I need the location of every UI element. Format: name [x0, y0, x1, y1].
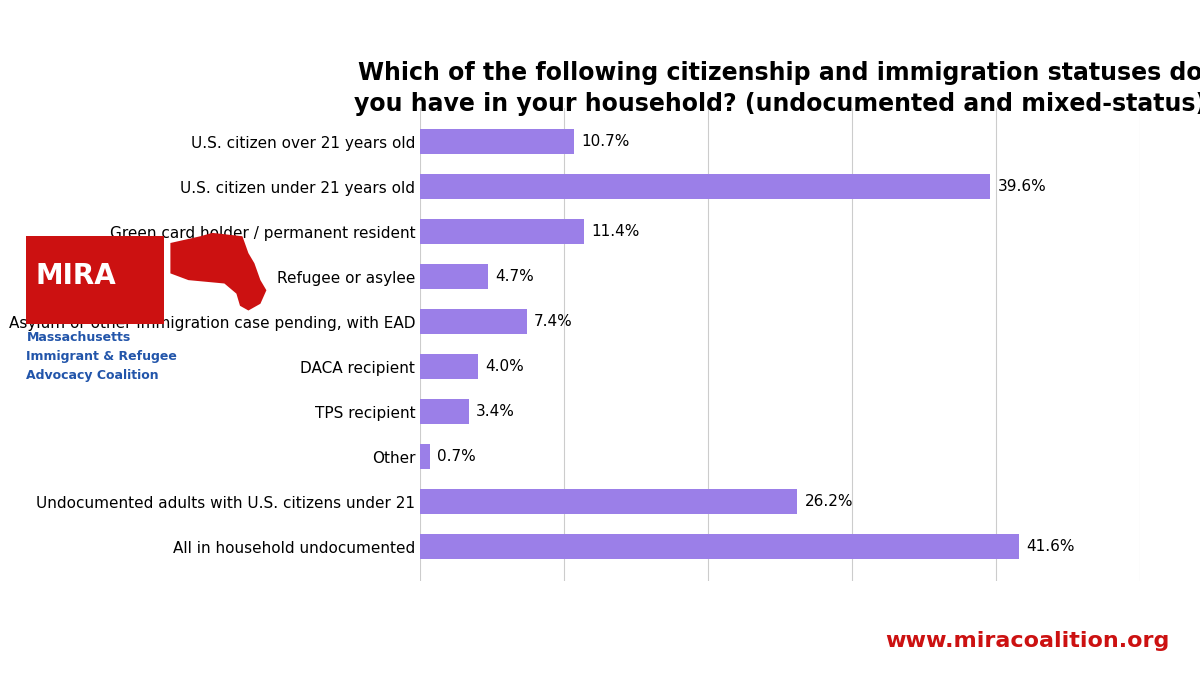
Text: Which of the following citizenship and immigration statuses do
you have in your : Which of the following citizenship and i…: [354, 61, 1200, 116]
Text: 7.4%: 7.4%: [534, 315, 572, 329]
Text: 10.7%: 10.7%: [581, 134, 630, 149]
Text: 4.7%: 4.7%: [494, 269, 534, 284]
Text: Massachusetts
Immigrant & Refugee
Advocacy Coalition: Massachusetts Immigrant & Refugee Advoca…: [26, 331, 178, 382]
Text: www.miracoalition.org: www.miracoalition.org: [886, 631, 1170, 651]
Bar: [420, 489, 797, 514]
Bar: [420, 130, 574, 154]
Polygon shape: [170, 233, 266, 310]
Text: 39.6%: 39.6%: [997, 180, 1046, 194]
Text: 4.0%: 4.0%: [485, 359, 523, 374]
Text: MIRA: MIRA: [36, 262, 116, 290]
Bar: [420, 535, 1019, 559]
Bar: [420, 174, 990, 199]
Text: 26.2%: 26.2%: [804, 494, 853, 509]
Bar: [420, 219, 584, 244]
Text: 41.6%: 41.6%: [1026, 539, 1075, 554]
Bar: [420, 309, 527, 334]
Text: 3.4%: 3.4%: [476, 404, 515, 419]
Bar: [420, 444, 430, 469]
Bar: [420, 354, 478, 379]
Bar: [420, 265, 487, 289]
Bar: [420, 400, 469, 424]
Text: 11.4%: 11.4%: [592, 224, 640, 240]
Text: 0.7%: 0.7%: [437, 449, 476, 464]
